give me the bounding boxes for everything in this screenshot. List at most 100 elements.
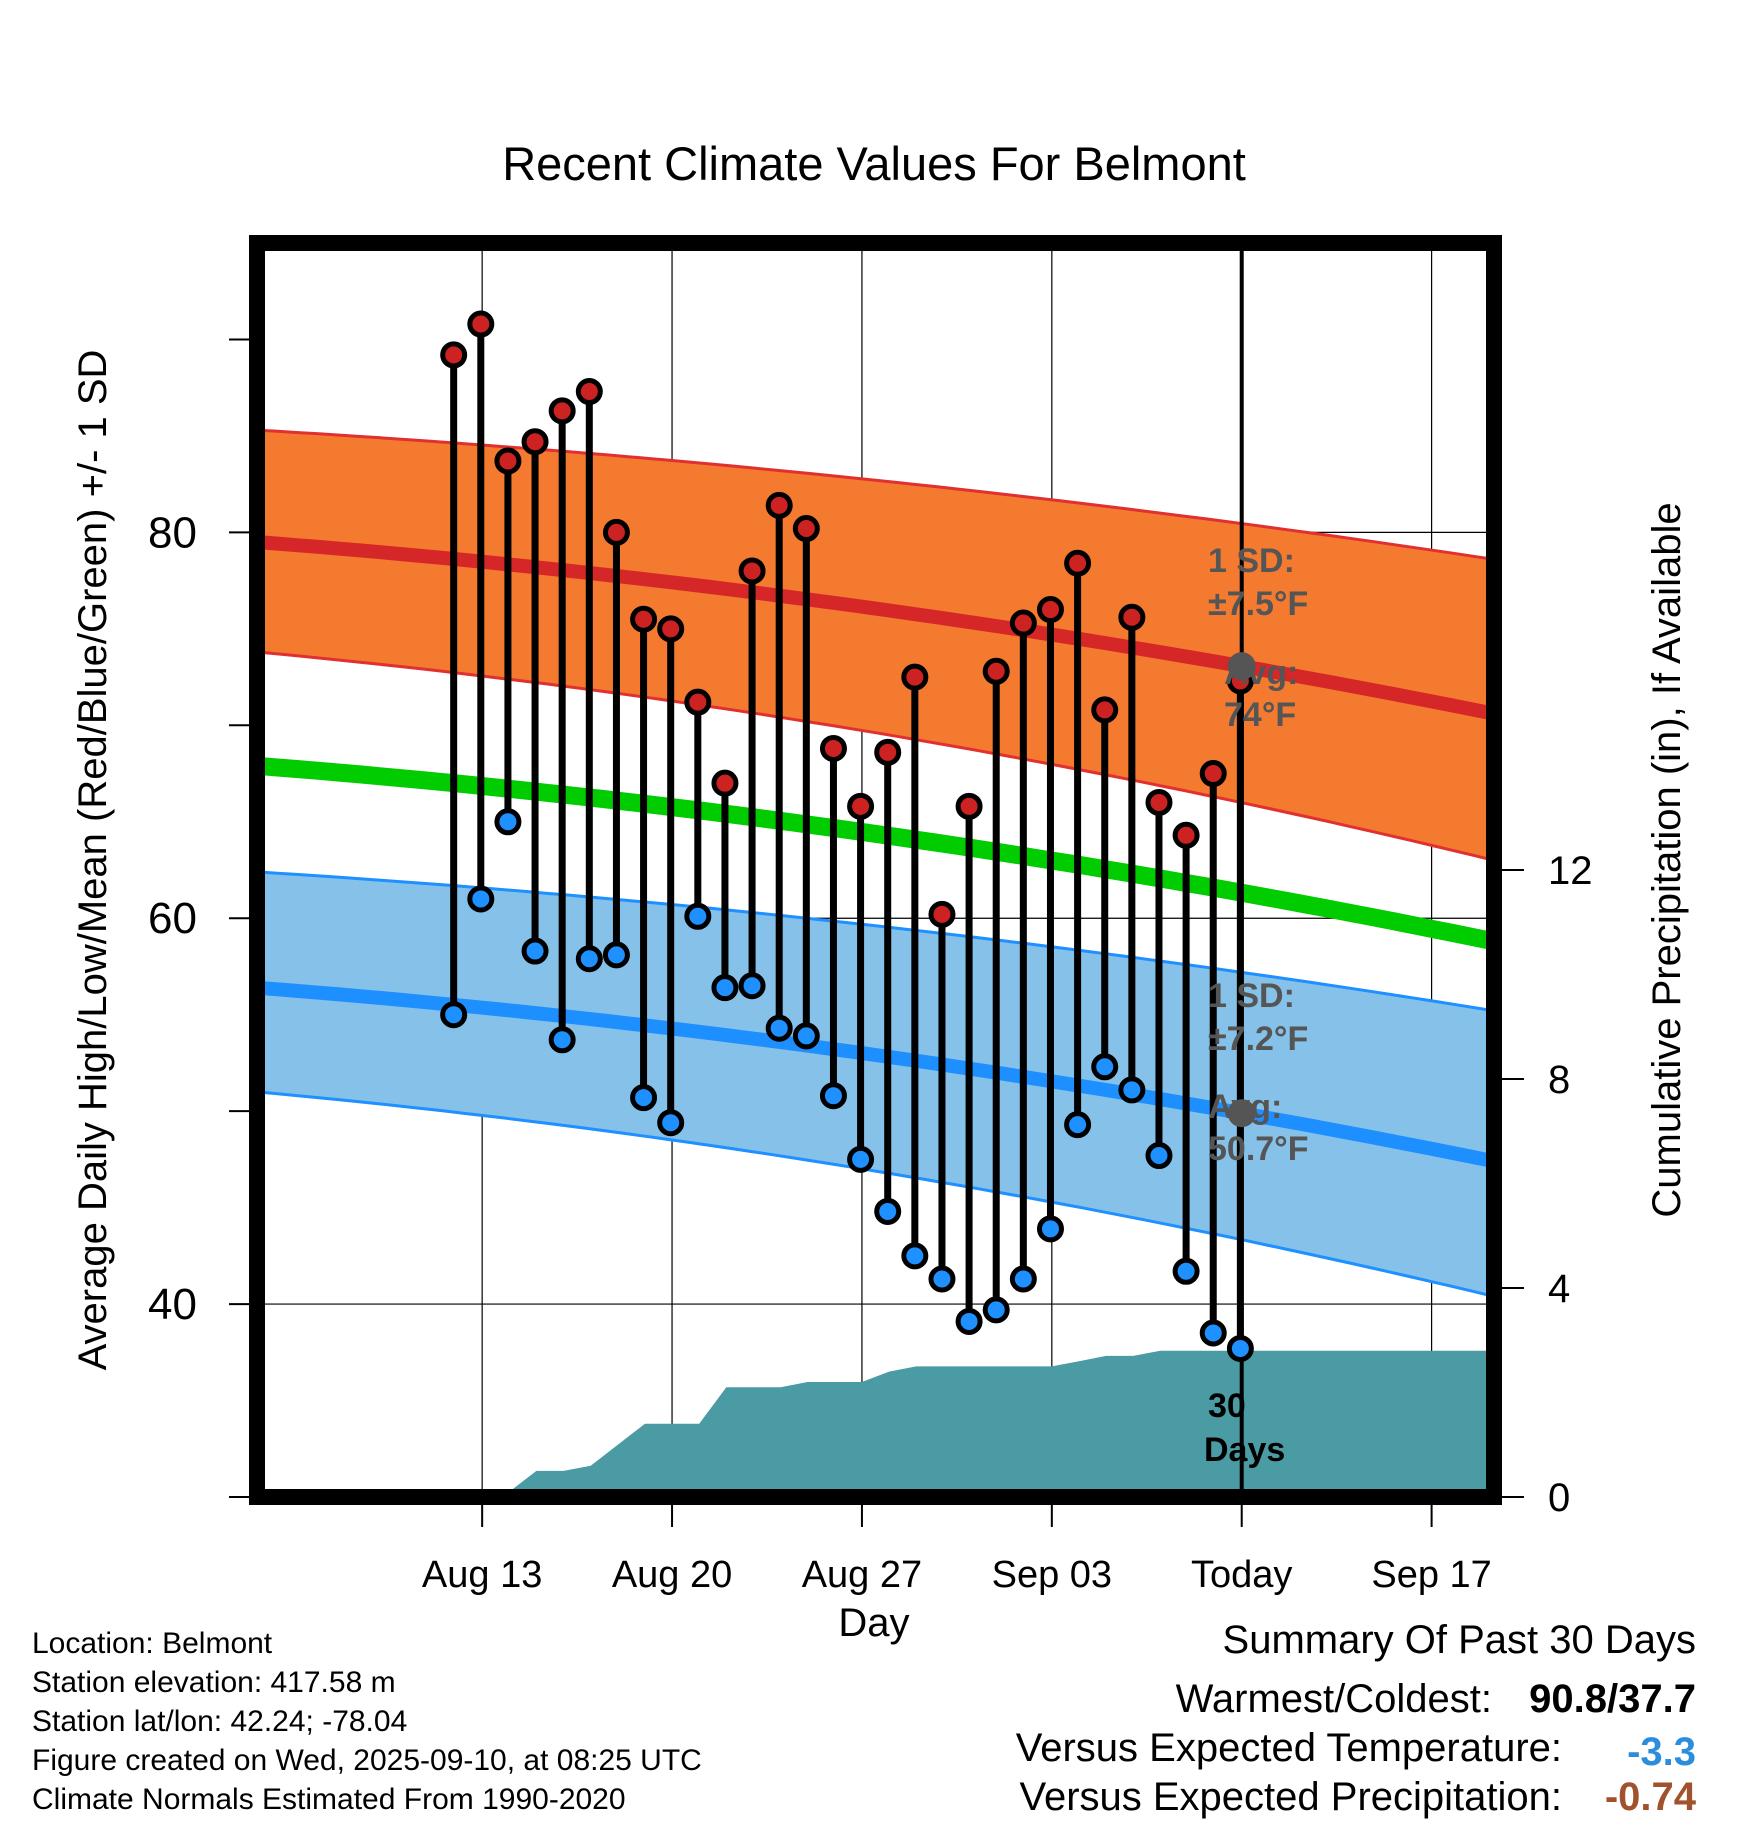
low-marker-13	[765, 1014, 793, 1042]
high-marker-18	[901, 663, 929, 691]
low-band-lower-edge	[256, 1090, 1495, 1298]
x-tick-label-4: Today	[1191, 1554, 1292, 1596]
normal-high-line	[256, 535, 1496, 721]
info-normals: Climate Normals Estimated From 1990-2020	[32, 1783, 626, 1816]
info-location: Location: Belmont	[32, 1627, 273, 1660]
low-marker-25	[1091, 1053, 1119, 1081]
x-tick-label-1: Aug 20	[612, 1554, 732, 1596]
low-marker-5	[548, 1026, 576, 1054]
high-marker-14	[792, 515, 820, 543]
high-marker-16	[847, 792, 875, 820]
low-sd-label: 1 SD:	[1208, 977, 1295, 1015]
high-marker-13	[765, 491, 793, 519]
info-elevation: Station elevation: 417.58 m	[32, 1666, 396, 1699]
high-marker-10	[684, 688, 712, 716]
high-avg-label: Avg:	[1224, 654, 1298, 692]
chart-title: Recent Climate Values For Belmont	[502, 137, 1246, 190]
low-marker-8	[630, 1084, 658, 1112]
high-marker-22	[1009, 609, 1037, 637]
x-tick-label-2: Aug 27	[802, 1554, 922, 1596]
x-tick-label-5: Sep 17	[1371, 1554, 1491, 1596]
high-band-upper-edge	[256, 428, 1495, 561]
annotations: 1 SD: ±7.5°F Avg: 74°F 1 SD: ±7.2°F Avg:…	[1204, 542, 1309, 1469]
high-marker-28	[1172, 821, 1200, 849]
y-left-tick-label-1: 60	[148, 894, 197, 943]
x-axis-label: Day	[838, 1601, 909, 1645]
high-marker-19	[928, 900, 956, 928]
window-days-number: 30	[1208, 1387, 1246, 1425]
avg-dots	[1227, 652, 1256, 1128]
y-right-tick-label-3: 12	[1548, 849, 1593, 893]
high-marker-8	[630, 605, 658, 633]
summary-panel: Summary Of Past 30 Days Warmest/Coldest:…	[1016, 1618, 1697, 1819]
plot-frame	[249, 235, 1502, 1505]
station-info: Location: Belmont Station elevation: 417…	[32, 1627, 702, 1816]
high-marker-24	[1064, 549, 1092, 577]
low-marker-24	[1064, 1111, 1092, 1139]
precip-area-group	[257, 1350, 1494, 1497]
y-right-tick-label-1: 4	[1548, 1267, 1570, 1311]
high-marker-3	[494, 447, 522, 475]
summary-warm-cold-value: 90.8/37.7	[1529, 1677, 1696, 1721]
high-marker-15	[819, 734, 847, 762]
high-marker-11	[711, 769, 739, 797]
low-marker-1	[440, 1001, 468, 1029]
y-axis-right-ticks: 0 4 8 12	[1502, 849, 1593, 1520]
y-right-tick-label-2: 8	[1548, 1058, 1570, 1102]
info-latlon: Station lat/lon: 42.24; -78.04	[32, 1705, 407, 1738]
y-left-tick-label-2: 80	[148, 508, 197, 557]
high-avg-dot	[1227, 652, 1256, 681]
low-marker-27	[1145, 1142, 1173, 1170]
low-avg-dot	[1227, 1099, 1256, 1128]
normal-mean-line	[256, 756, 1496, 951]
high-sd-band	[257, 430, 1494, 861]
precip-area	[257, 1350, 1494, 1497]
high-marker-7	[602, 518, 630, 546]
daily-range-stems	[450, 324, 1244, 1349]
high-marker-29	[1199, 760, 1227, 788]
low-marker-6	[575, 945, 603, 973]
summary-warm-cold-label: Warmest/Coldest:	[1176, 1677, 1492, 1721]
high-marker-21	[982, 657, 1010, 685]
high-marker-4	[521, 428, 549, 456]
high-avg-value: 74°F	[1224, 696, 1296, 734]
high-band-lower-edge	[256, 650, 1495, 862]
x-axis-ticks: Aug 13 Aug 20 Aug 27 Sep 03 Today Sep 17	[422, 1505, 1492, 1596]
info-created: Figure created on Wed, 2025-09-10, at 08…	[32, 1744, 702, 1777]
low-marker-18	[901, 1242, 929, 1270]
high-marker-2	[467, 310, 495, 338]
low-marker-23	[1036, 1215, 1064, 1243]
low-marker-14	[792, 1022, 820, 1050]
low-marker-20	[955, 1307, 983, 1335]
y-axis-left-label: Average Daily High/Low/Mean (Red/Blue/Gr…	[71, 350, 115, 1371]
low-marker-11	[711, 974, 739, 1002]
low-avg-label: Avg:	[1208, 1088, 1282, 1126]
high-marker-17	[874, 738, 902, 766]
summary-temp-value: -3.3	[1627, 1730, 1696, 1774]
y-right-tick-label-0: 0	[1548, 1476, 1570, 1520]
summary-temp-label: Versus Expected Temperature:	[1016, 1726, 1562, 1770]
high-marker-1	[440, 341, 468, 369]
low-marker-17	[874, 1197, 902, 1225]
low-marker-9	[657, 1109, 685, 1137]
high-marker-9	[657, 615, 685, 643]
low-sd-band	[257, 871, 1494, 1297]
low-marker-16	[847, 1145, 875, 1173]
low-marker-30	[1226, 1334, 1254, 1362]
low-marker-26	[1118, 1076, 1146, 1104]
low-marker-22	[1009, 1265, 1037, 1293]
low-marker-29	[1199, 1319, 1227, 1347]
low-marker-15	[819, 1082, 847, 1110]
high-marker-25	[1091, 696, 1119, 724]
gridlines	[257, 243, 1494, 1497]
summary-precip-value: -0.74	[1605, 1775, 1697, 1819]
high-sd-value: ±7.5°F	[1208, 585, 1308, 623]
y-left-tick-label-0: 40	[148, 1280, 197, 1329]
y-axis-left-ticks: 40 60 80	[148, 338, 249, 1498]
high-marker-12	[738, 557, 766, 585]
high-marker-23	[1036, 596, 1064, 624]
low-marker-10	[684, 902, 712, 930]
high-marker-20	[955, 792, 983, 820]
x-tick-label-0: Aug 13	[422, 1554, 542, 1596]
